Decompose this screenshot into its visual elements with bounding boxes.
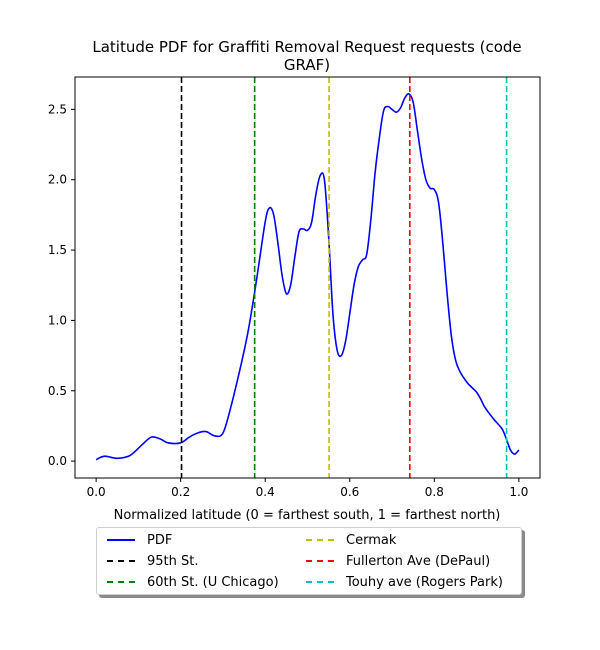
y-tick-label: 1.0	[48, 313, 67, 327]
y-tick-label: 1.5	[48, 243, 67, 257]
y-tick-label: 2.5	[48, 102, 67, 116]
y-tick-label: 0.5	[48, 384, 67, 398]
legend-label: PDF	[147, 532, 173, 548]
x-tick-label: 0.2	[171, 485, 190, 499]
legend-item: Touhy ave (Rogers Park)	[306, 572, 503, 592]
x-tick-label: 0.0	[87, 485, 106, 499]
legend-item: Cermak	[306, 530, 396, 550]
x-tick-label: 0.8	[425, 485, 444, 499]
axes: 0.0 0.2 0.4 0.6 0.8 1.0 0.0 0.5 1.0 1.5 2.0 2.5	[48, 102, 529, 499]
legend-label: Cermak	[346, 532, 397, 548]
series-line-pdf	[95, 93, 520, 461]
legend-item: PDF	[107, 530, 172, 550]
legend-label: Touhy ave (Rogers Park)	[346, 574, 503, 590]
legend-swatch	[107, 539, 135, 541]
legend: PDF 95th St. 60th St. (U Chicago) Cermak Ful…	[96, 527, 522, 595]
x-tick-label: 0.6	[340, 485, 359, 499]
y-tick-label: 2.0	[48, 173, 67, 187]
plot-frame	[74, 76, 541, 479]
legend-swatch	[107, 560, 135, 562]
legend-label: 60th St. (U Chicago)	[147, 574, 279, 590]
x-axis-label: Normalized latitude (0 = farthest south,…	[114, 508, 501, 523]
legend-swatch	[306, 560, 334, 562]
legend-item: 95th St.	[107, 551, 199, 571]
chart-title-line-2: GRAF)	[284, 56, 330, 74]
legend-item: 60th St. (U Chicago)	[107, 572, 279, 592]
legend-swatch	[306, 581, 334, 583]
legend-swatch	[306, 539, 334, 541]
legend-label: 95th St.	[147, 553, 199, 569]
x-tick-label: 1.0	[509, 485, 528, 499]
chart-title-line-1: Latitude PDF for Graffiti Removal Reques…	[92, 38, 521, 56]
legend-swatch	[107, 581, 135, 583]
legend-item: Fullerton Ave (DePaul)	[306, 551, 490, 571]
x-tick-label: 0.4	[256, 485, 275, 499]
y-tick-label: 0.0	[48, 454, 67, 468]
plot-area	[95, 77, 520, 478]
legend-label: Fullerton Ave (DePaul)	[346, 553, 491, 569]
